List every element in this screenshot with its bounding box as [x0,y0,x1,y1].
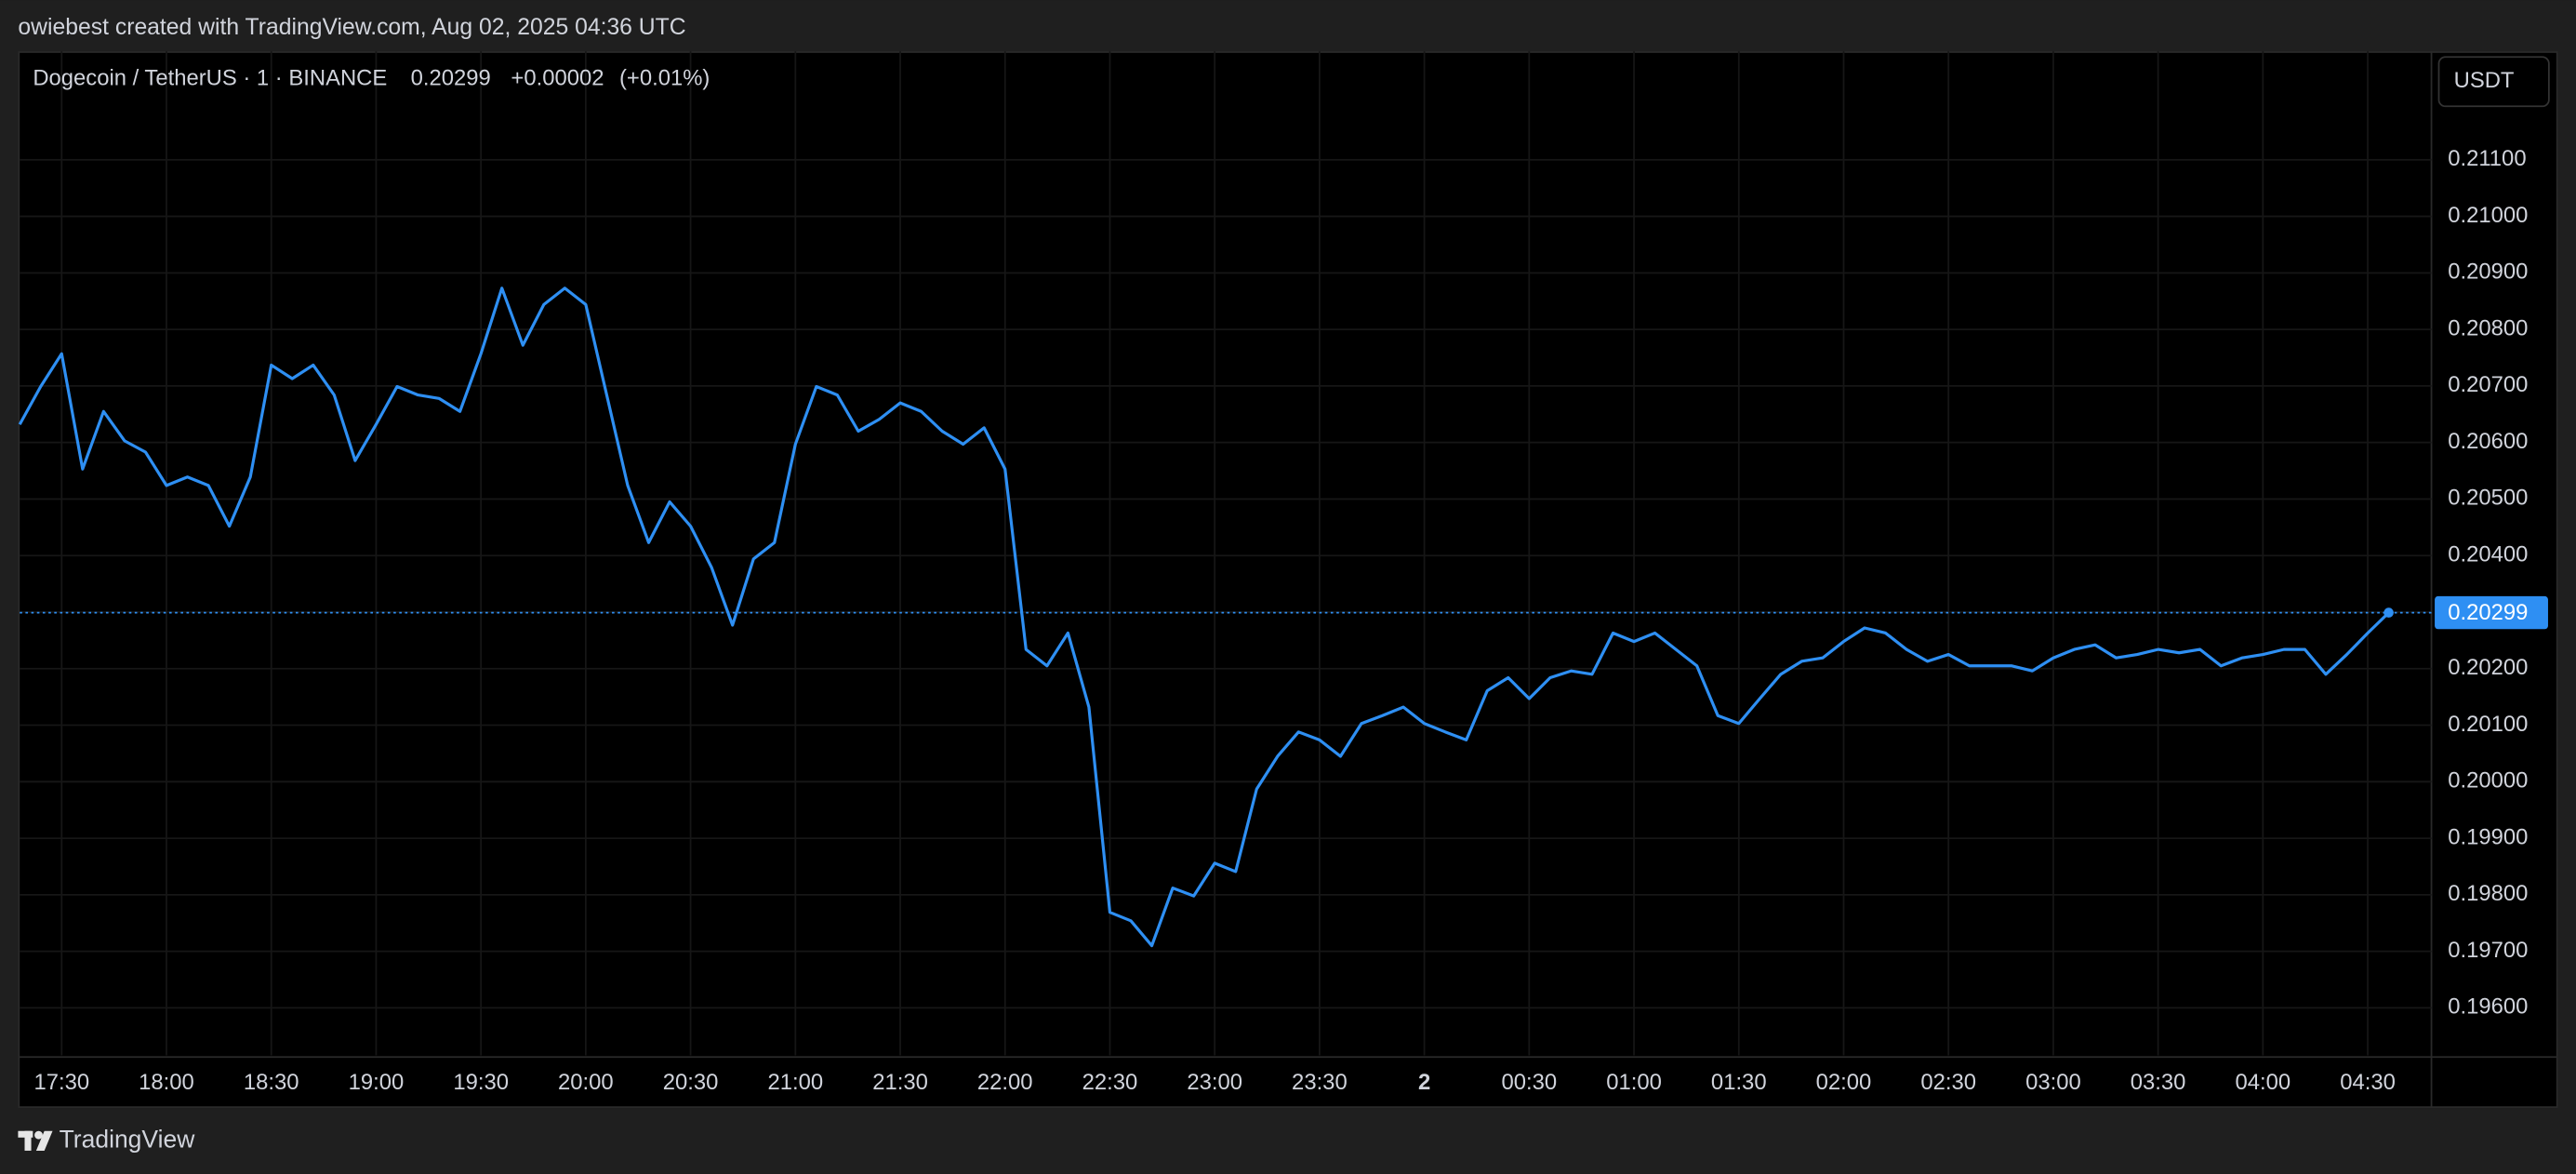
legend-price: 0.20299 [411,65,491,90]
x-tick-label: 04:30 [2340,1070,2396,1095]
y-tick-label: 0.20200 [2448,655,2528,680]
x-tick-label: 02:30 [1920,1070,1976,1095]
y-tick-label: 0.20800 [2448,315,2528,340]
currency-button[interactable] [2437,56,2550,108]
y-tick-label: 0.19800 [2448,881,2528,906]
x-tick-label: 01:30 [1711,1070,1767,1095]
y-tick-label: 0.21100 [2448,146,2526,171]
x-tick-label: 2 [1418,1070,1430,1095]
y-tick-label: 0.20900 [2448,260,2528,285]
y-tick-label: 0.20400 [2448,542,2528,567]
currency-label[interactable]: USDT [2454,68,2515,93]
x-tick-label: 21:30 [872,1070,928,1095]
y-tick-label: 0.19900 [2448,824,2528,849]
footer-brand: TradingView [60,1125,196,1153]
y-tick-label: 0.20100 [2448,712,2528,737]
x-tick-label: 21:00 [767,1070,823,1095]
x-tick-label: 01:00 [1606,1070,1662,1095]
x-tick-label: 22:30 [1082,1070,1138,1095]
x-tick-label: 04:00 [2236,1070,2291,1095]
y-tick-label: 0.20700 [2448,372,2528,397]
y-tick-label: 0.19600 [2448,994,2528,1020]
chart-frame [18,51,2558,1109]
x-tick-label: 19:30 [453,1070,509,1095]
x-tick-label: 03:30 [2131,1070,2186,1095]
header-text: owiebest created with TradingView.com, A… [18,15,685,40]
x-tick-label: 03:00 [2025,1070,2081,1095]
last-price-label: 0.20299 [2448,600,2528,625]
y-tick-label: 0.19700 [2448,938,2528,963]
legend-change-percent: (+0.01%) [619,65,710,90]
y-tick-label: 0.20600 [2448,429,2528,454]
x-tick-label: 22:00 [977,1070,1033,1095]
price-line [18,287,2390,948]
y-tick-label: 0.20000 [2448,768,2528,794]
last-point [2383,607,2394,618]
x-tick-label: 23:00 [1187,1070,1242,1095]
x-tick-label: 00:30 [1502,1070,1558,1095]
x-tick-label: 23:30 [1292,1070,1348,1095]
x-tick-label: 19:00 [349,1070,405,1095]
x-tick-label: 18:30 [244,1070,299,1095]
last-price-box [2435,595,2548,630]
x-tick-label: 18:00 [139,1070,194,1095]
x-tick-label: 02:00 [1816,1070,1872,1095]
x-tick-label: 20:30 [663,1070,719,1095]
x-tick-label: 17:30 [33,1070,89,1095]
x-tick-label: 20:00 [558,1070,614,1095]
grid [20,51,2432,1056]
legend-change: +0.00002 [511,65,604,90]
y-tick-label: 0.21000 [2448,203,2528,228]
plot [18,287,2432,948]
y-tick-label: 0.20500 [2448,486,2528,511]
symbol-title: Dogecoin / TetherUS · 1 · BINANCE [33,65,387,90]
tradingview-logo [18,1130,53,1151]
